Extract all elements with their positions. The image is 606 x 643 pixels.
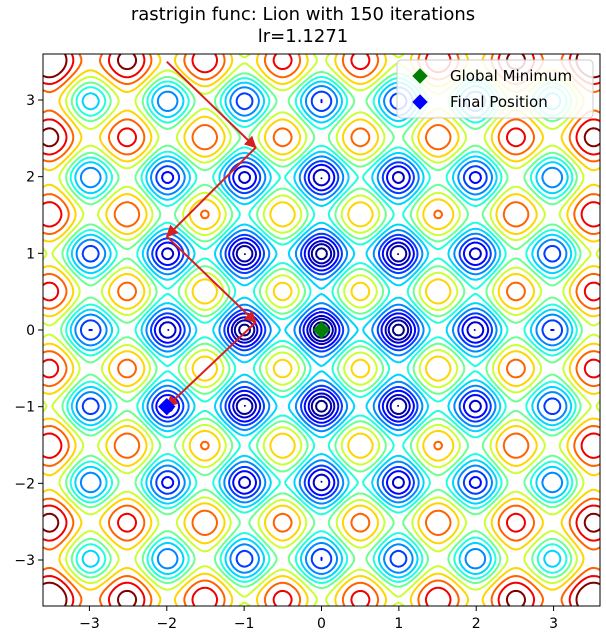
contour-level-8 — [60, 70, 583, 590]
contour-lines — [43, 54, 600, 606]
legend: Global Minimum Final Position — [396, 59, 594, 119]
path-segment-2 — [166, 235, 257, 324]
y-tick-label: −1 — [14, 400, 35, 416]
final-position-marker — [158, 397, 176, 416]
x-tick-label: 3 — [549, 616, 558, 632]
contour-level-6 — [69, 80, 574, 580]
y-tick-label: 2 — [26, 170, 35, 186]
global-minimum-marker — [312, 321, 331, 339]
x-tick-label: 2 — [472, 616, 481, 632]
x-tick-label: −1 — [234, 616, 255, 632]
y-tick-label: 3 — [26, 93, 35, 109]
legend-box — [396, 59, 594, 119]
contour-level-10 — [43, 54, 600, 606]
axes: −3 −2 −1 0 1 2 3 −3 −2 −1 0 1 2 3 — [14, 93, 558, 632]
y-tick-label: −3 — [14, 553, 35, 569]
contour-level-0 — [238, 247, 405, 413]
legend-label-0: Global Minimum — [450, 67, 572, 85]
legend-marker-1 — [412, 94, 428, 110]
contour-level-5 — [74, 85, 569, 575]
x-tick-label: 0 — [317, 616, 326, 632]
contour-level-13 — [43, 54, 600, 606]
y-tick-label: 1 — [26, 246, 35, 262]
contour-level-12 — [43, 54, 600, 606]
y-tick-label: 0 — [26, 323, 35, 339]
optimizer-path — [165, 60, 257, 408]
legend-marker-0 — [412, 68, 428, 84]
path-segment-0 — [166, 60, 257, 149]
point-markers — [158, 321, 331, 416]
x-tick-label: 1 — [394, 616, 403, 632]
contour-level-2 — [158, 168, 485, 492]
contour-level-7 — [65, 76, 578, 584]
legend-label-1: Final Position — [450, 93, 548, 111]
x-tick-label: −3 — [79, 616, 100, 632]
contour-level-4 — [79, 90, 564, 570]
path-segment-3 — [165, 321, 257, 408]
path-segment-1 — [165, 146, 257, 238]
contour-level-1 — [167, 177, 476, 483]
y-tick-label: −2 — [14, 476, 35, 492]
chart-title-block: rastrigin func: Lion with 150 iterations… — [0, 4, 606, 48]
x-tick-label: −2 — [156, 616, 177, 632]
chart-title: rastrigin func: Lion with 150 iterations — [130, 4, 476, 25]
contour-level-3 — [88, 99, 555, 561]
chart-subtitle: lr=1.1271 — [257, 26, 349, 47]
